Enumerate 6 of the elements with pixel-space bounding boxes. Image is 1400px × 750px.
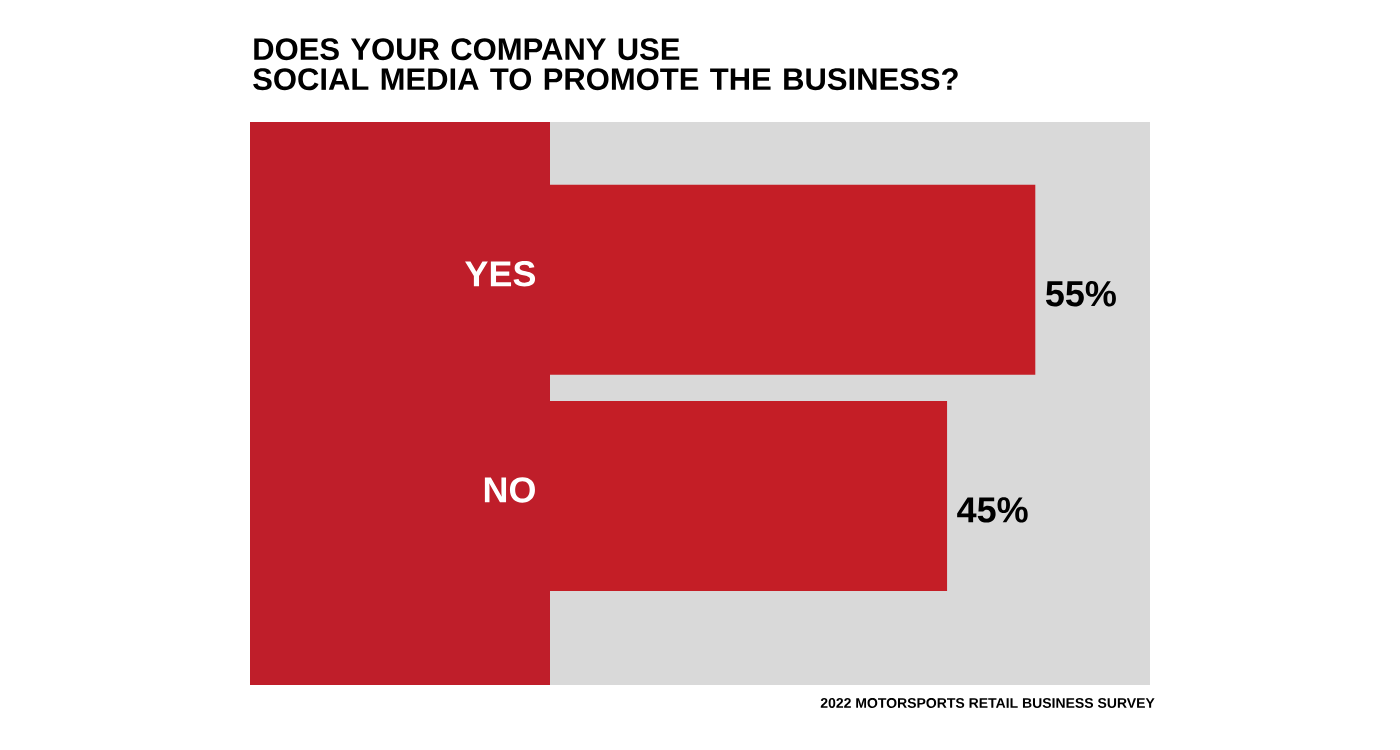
- data-label: 55%: [1045, 281, 1116, 307]
- data-label: 45%: [957, 497, 1028, 523]
- y-tick-label: NO: [484, 477, 535, 503]
- chart-title: DOES YOUR COMPANY USE SOCIAL MEDIA TO PROMOTE THE BUSINESS?: [253, 38, 958, 91]
- text: 2022 MOTORSPORTS RETAIL BUSINESS SURVEY: [820, 698, 1155, 708]
- y-tick-label: YES: [465, 261, 536, 287]
